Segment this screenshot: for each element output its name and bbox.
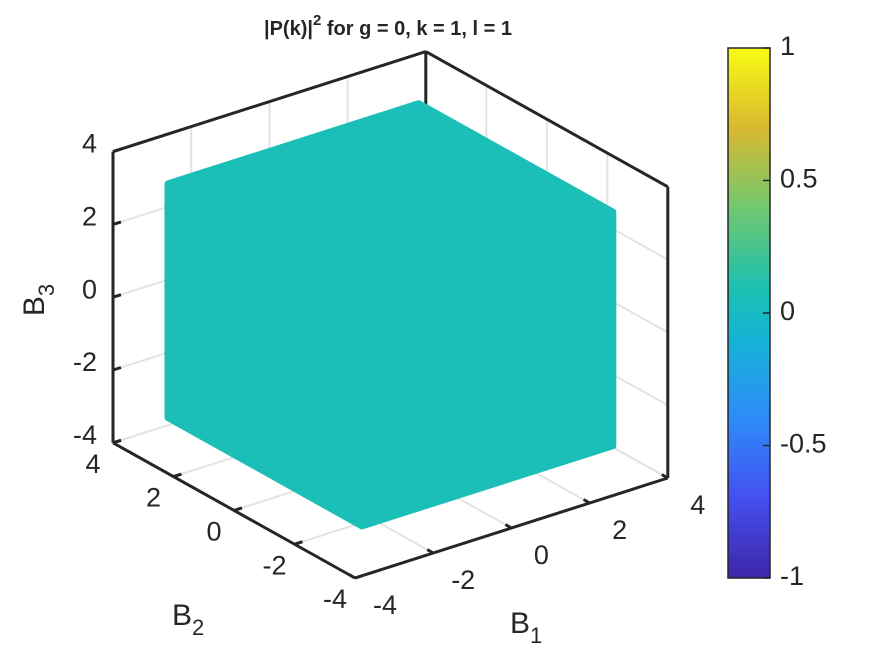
y-label-subscript: 2 — [192, 615, 204, 640]
y-tick-label: 4 — [85, 449, 100, 479]
tick-mark — [112, 220, 122, 226]
colorbar-tick-label: 1 — [780, 31, 795, 61]
colorbar-tick-label: -0.5 — [780, 429, 827, 459]
tick-mark — [294, 540, 303, 546]
y-label-text: B — [172, 599, 192, 632]
y-tick-label: 2 — [146, 483, 161, 513]
colorbar-tick-label: 0 — [780, 296, 795, 326]
y-tick-label: -2 — [262, 550, 286, 580]
title-superscript: 2 — [313, 12, 321, 29]
x-tick-label: -2 — [451, 565, 475, 595]
axis-edge — [425, 50, 669, 189]
x-label-text: B — [510, 607, 530, 640]
x-tick-label: -4 — [373, 590, 397, 620]
point-cloud — [164, 100, 617, 530]
tick-mark — [233, 506, 243, 512]
title-text: |P(k)| — [264, 18, 313, 40]
tick-mark — [504, 523, 513, 530]
z-label-subscript: 3 — [34, 284, 59, 296]
tick-mark — [112, 438, 122, 445]
z-tick-label: 0 — [82, 274, 97, 304]
z-label-text: B — [18, 296, 51, 316]
tick-mark — [426, 548, 434, 555]
x-tick-label: 2 — [612, 515, 627, 545]
tick-mark — [173, 472, 182, 479]
z-tick-label: 2 — [82, 202, 97, 232]
y-tick-label: -4 — [323, 584, 347, 614]
tick-mark — [348, 573, 356, 580]
x-tick-label: 0 — [534, 540, 549, 570]
tick-mark — [354, 574, 364, 580]
z-tick-label: -2 — [73, 347, 97, 377]
y-tick-label: 0 — [206, 517, 221, 547]
z-tick-label: -4 — [73, 420, 97, 450]
z-tick-label: 4 — [82, 129, 97, 159]
x-tick-label: 4 — [690, 490, 705, 520]
tick-mark — [661, 473, 669, 480]
colorbar-tick-label: 0.5 — [780, 164, 818, 194]
title-rest: for g = 0, k = 1, l = 1 — [321, 18, 512, 40]
chart-title: |P(k)|2 for g = 0, k = 1, l = 1 — [264, 12, 512, 40]
y-axis-label: B2 — [172, 599, 204, 640]
tick-mark — [112, 147, 122, 154]
colorbar-tick-label: -1 — [780, 561, 804, 591]
tick-mark — [112, 366, 122, 372]
axis-edge — [112, 50, 427, 154]
x-label-subscript: 1 — [530, 623, 542, 648]
x-axis-label: B1 — [510, 607, 542, 648]
z-axis-label: B3 — [18, 284, 59, 316]
tick-mark — [582, 498, 591, 505]
tick-mark — [112, 293, 122, 299]
